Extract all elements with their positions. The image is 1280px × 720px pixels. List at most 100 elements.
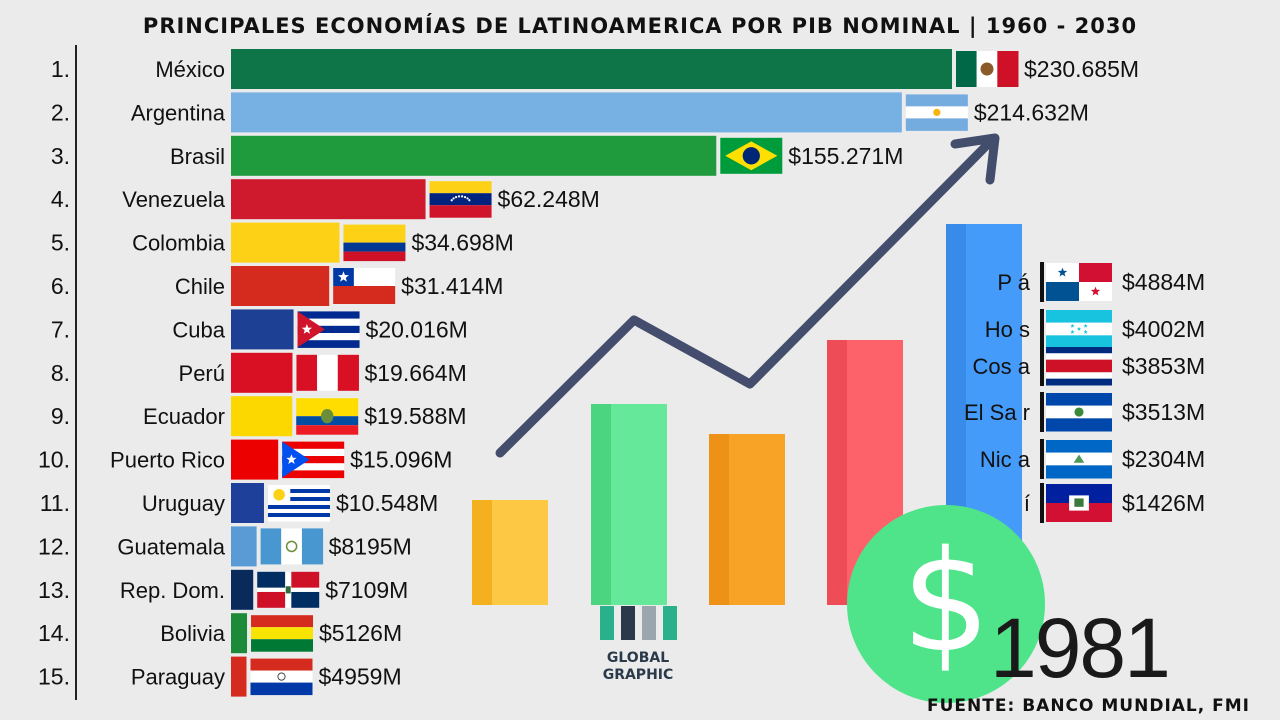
value-label: $230.685M [1024,56,1139,82]
flag-repdom [257,571,320,608]
side-country-label: Cos a [973,354,1031,379]
bar-row: 4. Venezuela $62.248M [51,179,600,220]
logo-line-1: GLOBAL [606,650,670,666]
value-label: $19.588M [364,403,466,429]
bar [231,613,248,654]
value-label: $7109M [325,577,408,603]
flag-panama [1046,263,1112,301]
side-value-label: $4002M [1122,316,1205,342]
bar-row: 14. Bolivia $5126M [38,613,402,654]
country-label: Paraguay [131,665,225,690]
flag-guatemala [260,528,324,565]
side-row: Nic a $2304M [980,439,1205,479]
rank-label: 6. [51,273,70,299]
bar-row: 8. Perú $19.664M [51,352,467,393]
value-label: $31.414M [401,273,503,299]
bar-row: 6. Chile $31.414M [51,266,503,306]
bar-row: 1. México $230.685M [51,49,1139,89]
country-label: Perú [179,361,225,386]
dollar-icon: $ [847,505,1045,703]
decor-bar-green [591,404,667,605]
year-label: 1981 [990,601,1171,695]
country-label: Argentina [131,100,226,125]
bar [231,656,247,697]
flag-colombia [343,224,406,262]
bar [231,135,717,176]
side-row: P á $4884M [997,262,1205,302]
bar [231,266,330,306]
side-value-label: $1426M [1122,490,1205,516]
side-row: í $1426M [1024,483,1205,523]
bar [231,309,294,350]
rank-label: 5. [51,230,70,256]
bar [231,439,279,480]
side-value-label: $3853M [1122,353,1205,379]
logo-line-2: GRAPHIC [602,667,674,683]
value-label: $20.016M [366,316,468,342]
value-label: $19.664M [364,360,466,386]
chart-title: PRINCIPALES ECONOMÍAS DE LATINOAMERICA P… [142,14,1138,38]
side-row: Cos a $3853M [973,346,1205,386]
bar-row: 3. Brasil $155.271M [51,135,903,176]
side-country-label: Ho s [985,317,1030,342]
value-label: $34.698M [411,230,513,256]
flag-argentina [905,94,968,131]
bar-row: 13. Rep. Dom. $7109M [38,569,408,610]
value-label: $4959M [318,664,401,690]
bar-row: 5. Colombia $34.698M [51,222,514,263]
rank-label: 12. [38,533,70,559]
decor-bar-yellow [472,500,548,605]
bar-row: 11. Uruguay $10.548M [40,483,438,523]
country-label: Uruguay [142,491,225,516]
side-bar [1040,346,1044,386]
bar [231,222,340,263]
flag-chile [333,268,396,304]
flag-mexico [956,51,1019,87]
value-label: $214.632M [974,99,1089,125]
rank-label: 13. [38,577,70,603]
side-country-label: P á [997,270,1030,295]
flag-nicaragua [1046,440,1112,479]
bar-row: 9. Ecuador $19.588M [51,396,467,437]
bar-row: 15. Paraguay $4959M [38,656,402,697]
country-label: Rep. Dom. [120,578,225,603]
flag-brasil [720,137,783,174]
bar-row: 7. Cuba $20.016M [51,309,468,350]
side-row: El Sa r $3513M [964,392,1205,432]
rank-label: 4. [51,186,70,212]
flag-honduras [1046,310,1112,349]
growth-arrow-head [950,133,1000,185]
side-value-label: $3513M [1122,399,1205,425]
bar-row: 10. Puerto Rico $15.096M [38,439,452,480]
logo-icon [600,606,677,640]
source-footer: FUENTE: BANCO MUNDIAL, FMI [927,696,1250,716]
side-bar [1040,483,1044,523]
bar [231,396,293,437]
country-label: Colombia [132,231,226,256]
bar [231,483,264,523]
flag-bolivia [251,615,314,652]
side-bar [1040,439,1044,479]
rank-label: 14. [38,620,70,646]
rank-label: 7. [51,316,70,342]
rank-label: 11. [40,490,70,516]
decor-bar-orange [709,434,785,605]
rank-label: 10. [38,447,70,473]
flag-paraguay [250,658,313,696]
side-value-label: $2304M [1122,446,1205,472]
side-bar [1040,262,1044,302]
side-bar [1040,309,1044,349]
side-bar [1040,392,1044,432]
side-value-label: $4884M [1122,269,1205,295]
flag-costarica [1046,347,1112,386]
value-label: $155.271M [788,143,903,169]
flag-haiti [1046,484,1112,522]
flag-ecuador [296,398,359,435]
flag-uruguay [267,485,330,522]
country-label: México [155,57,225,82]
svg-text:$: $ [901,521,990,684]
rank-label: 2. [51,99,70,125]
side-row: Ho s $4002M [985,309,1205,349]
value-label: $8195M [329,533,412,559]
